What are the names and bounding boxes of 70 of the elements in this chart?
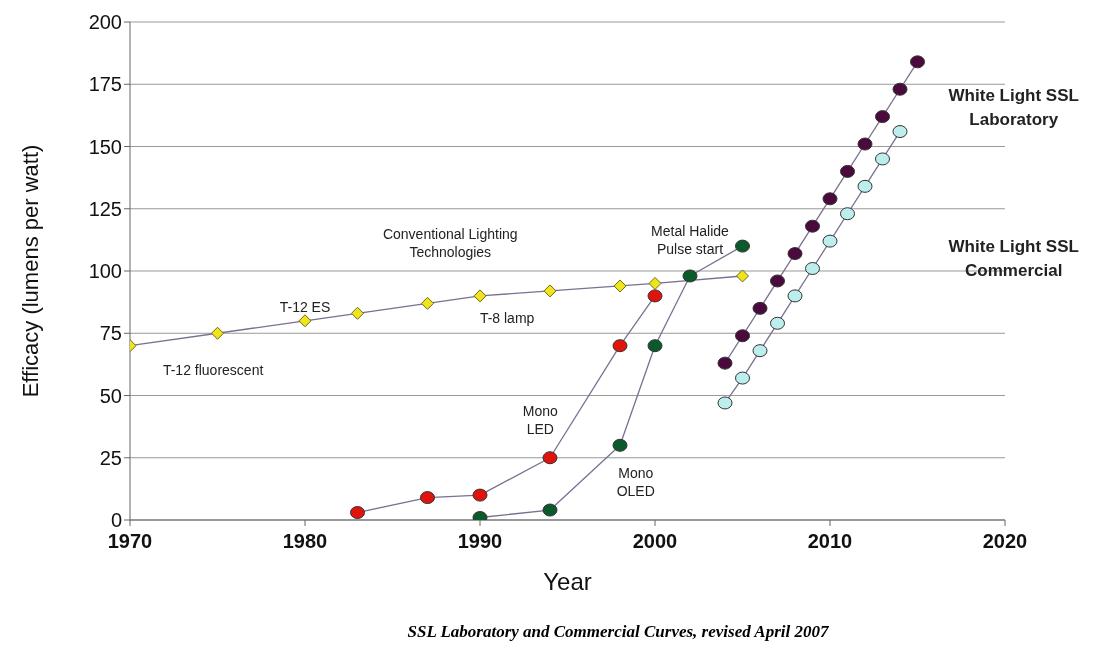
point — [612, 438, 628, 452]
point — [542, 503, 558, 517]
point — [211, 326, 224, 340]
point — [647, 339, 663, 353]
point — [613, 279, 627, 293]
point — [612, 339, 628, 353]
point — [421, 296, 434, 310]
y-tick-label: 125 — [88, 197, 122, 220]
point — [787, 289, 803, 303]
annotation: Mono OLED — [616, 465, 655, 500]
point — [892, 125, 908, 139]
point — [350, 506, 365, 520]
point — [420, 491, 435, 505]
x-tick-label: 2010 — [807, 530, 853, 553]
point — [857, 137, 873, 151]
y-tick-label: 200 — [88, 11, 122, 34]
point — [472, 488, 488, 502]
y-tick-label: 50 — [99, 384, 122, 407]
point — [875, 110, 890, 124]
y-tick-label: 100 — [88, 260, 122, 283]
annotation: Mono LED — [522, 403, 559, 438]
annotation: T-8 lamp — [479, 309, 535, 326]
point — [840, 207, 855, 221]
annotation: White Light SSL Laboratory — [948, 85, 1079, 129]
point — [822, 234, 838, 248]
annotation: T-12 ES — [279, 298, 331, 315]
point — [735, 371, 750, 385]
point — [351, 306, 364, 320]
point — [736, 269, 749, 283]
point — [717, 356, 733, 370]
x-tick-label: 1970 — [107, 530, 153, 553]
point — [875, 152, 890, 166]
point — [822, 192, 838, 206]
point — [805, 262, 820, 276]
annotation: Metal Halide Pulse start — [651, 223, 730, 258]
point — [735, 239, 750, 253]
y-axis-title: Efficacy (lumens per watt) — [17, 144, 43, 398]
point — [857, 179, 873, 193]
annotation: White Light SSL Commercial — [948, 236, 1079, 280]
point — [682, 269, 698, 283]
point — [648, 276, 662, 290]
point — [770, 316, 785, 330]
point — [770, 274, 785, 288]
point — [298, 314, 312, 328]
annotation: Conventional Lighting Technologies — [382, 226, 518, 261]
x-tick-label: 1980 — [282, 530, 328, 553]
y-tick-label: 0 — [110, 509, 122, 532]
y-tick-label: 175 — [88, 73, 122, 96]
y-tick-label: 150 — [88, 135, 122, 158]
y-tick-label: 75 — [99, 322, 122, 345]
x-tick-label: 2020 — [982, 530, 1028, 553]
point — [752, 344, 768, 358]
point — [840, 164, 855, 178]
x-axis-title: Year — [543, 568, 592, 595]
x-tick-label: 2000 — [632, 530, 678, 553]
point — [542, 451, 558, 465]
point — [892, 82, 908, 96]
point — [787, 247, 803, 261]
point — [717, 396, 733, 410]
point — [752, 301, 768, 315]
annotation: T-12 fluorescent — [162, 362, 264, 379]
point — [543, 284, 557, 298]
point — [735, 329, 750, 343]
x-tick-label: 1990 — [457, 530, 503, 553]
y-tick-label: 25 — [99, 446, 122, 469]
point — [473, 289, 487, 303]
point — [805, 219, 820, 233]
point — [647, 289, 663, 303]
point — [910, 55, 925, 69]
text: SSL Laboratory and Commercial Curves, revised April 2007 — [406, 622, 830, 642]
